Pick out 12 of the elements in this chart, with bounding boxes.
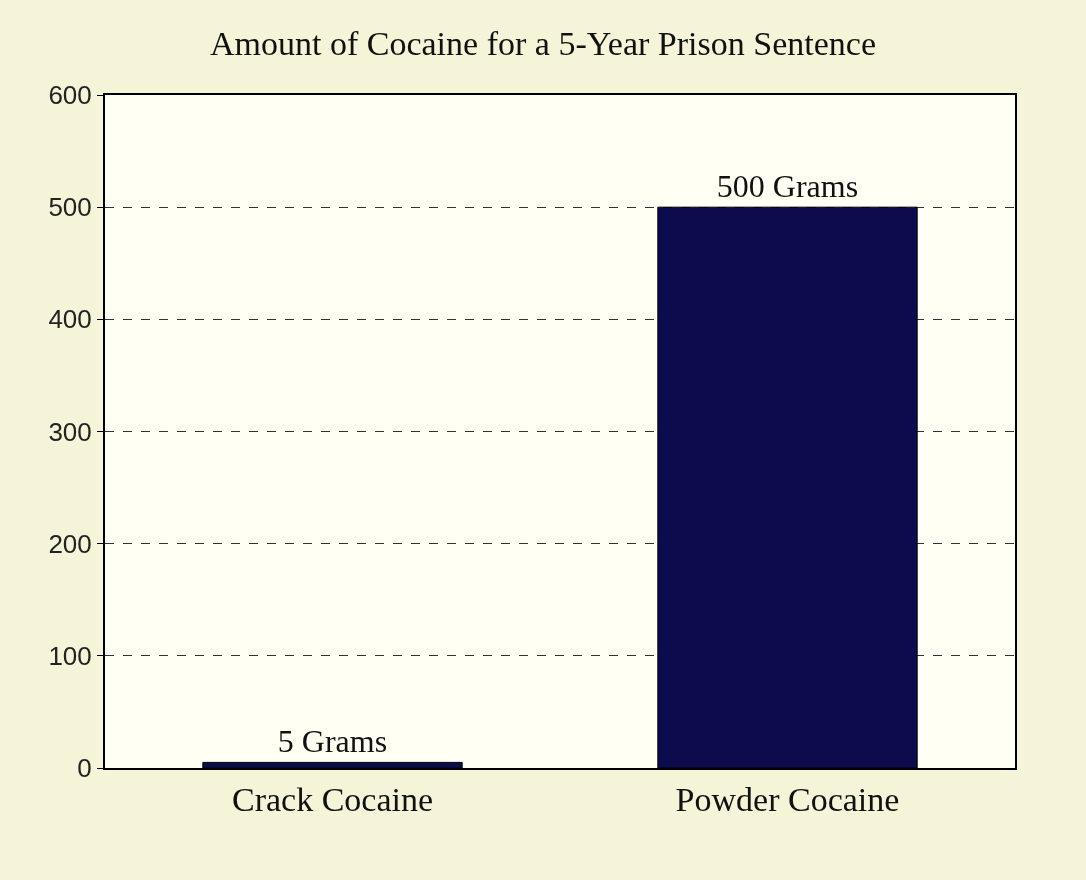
x-tick-label: Crack Cocaine [231, 780, 434, 818]
x-tick-label: Powder Cocaine [675, 780, 900, 818]
y-tick-label: 0 [77, 753, 92, 784]
y-tick-label: 100 [48, 640, 92, 671]
data-label: 5 Grams [277, 723, 388, 760]
data-label: 500 Grams [716, 168, 859, 205]
chart-title: Amount of Cocaine for a 5-Year Prison Sentence [209, 24, 877, 62]
y-tick-label: 300 [48, 416, 92, 447]
y-tick-label: 400 [48, 304, 92, 335]
y-tick-label: 500 [48, 192, 92, 223]
y-tick-label: 200 [48, 528, 92, 559]
y-tick-label: 600 [48, 80, 92, 111]
